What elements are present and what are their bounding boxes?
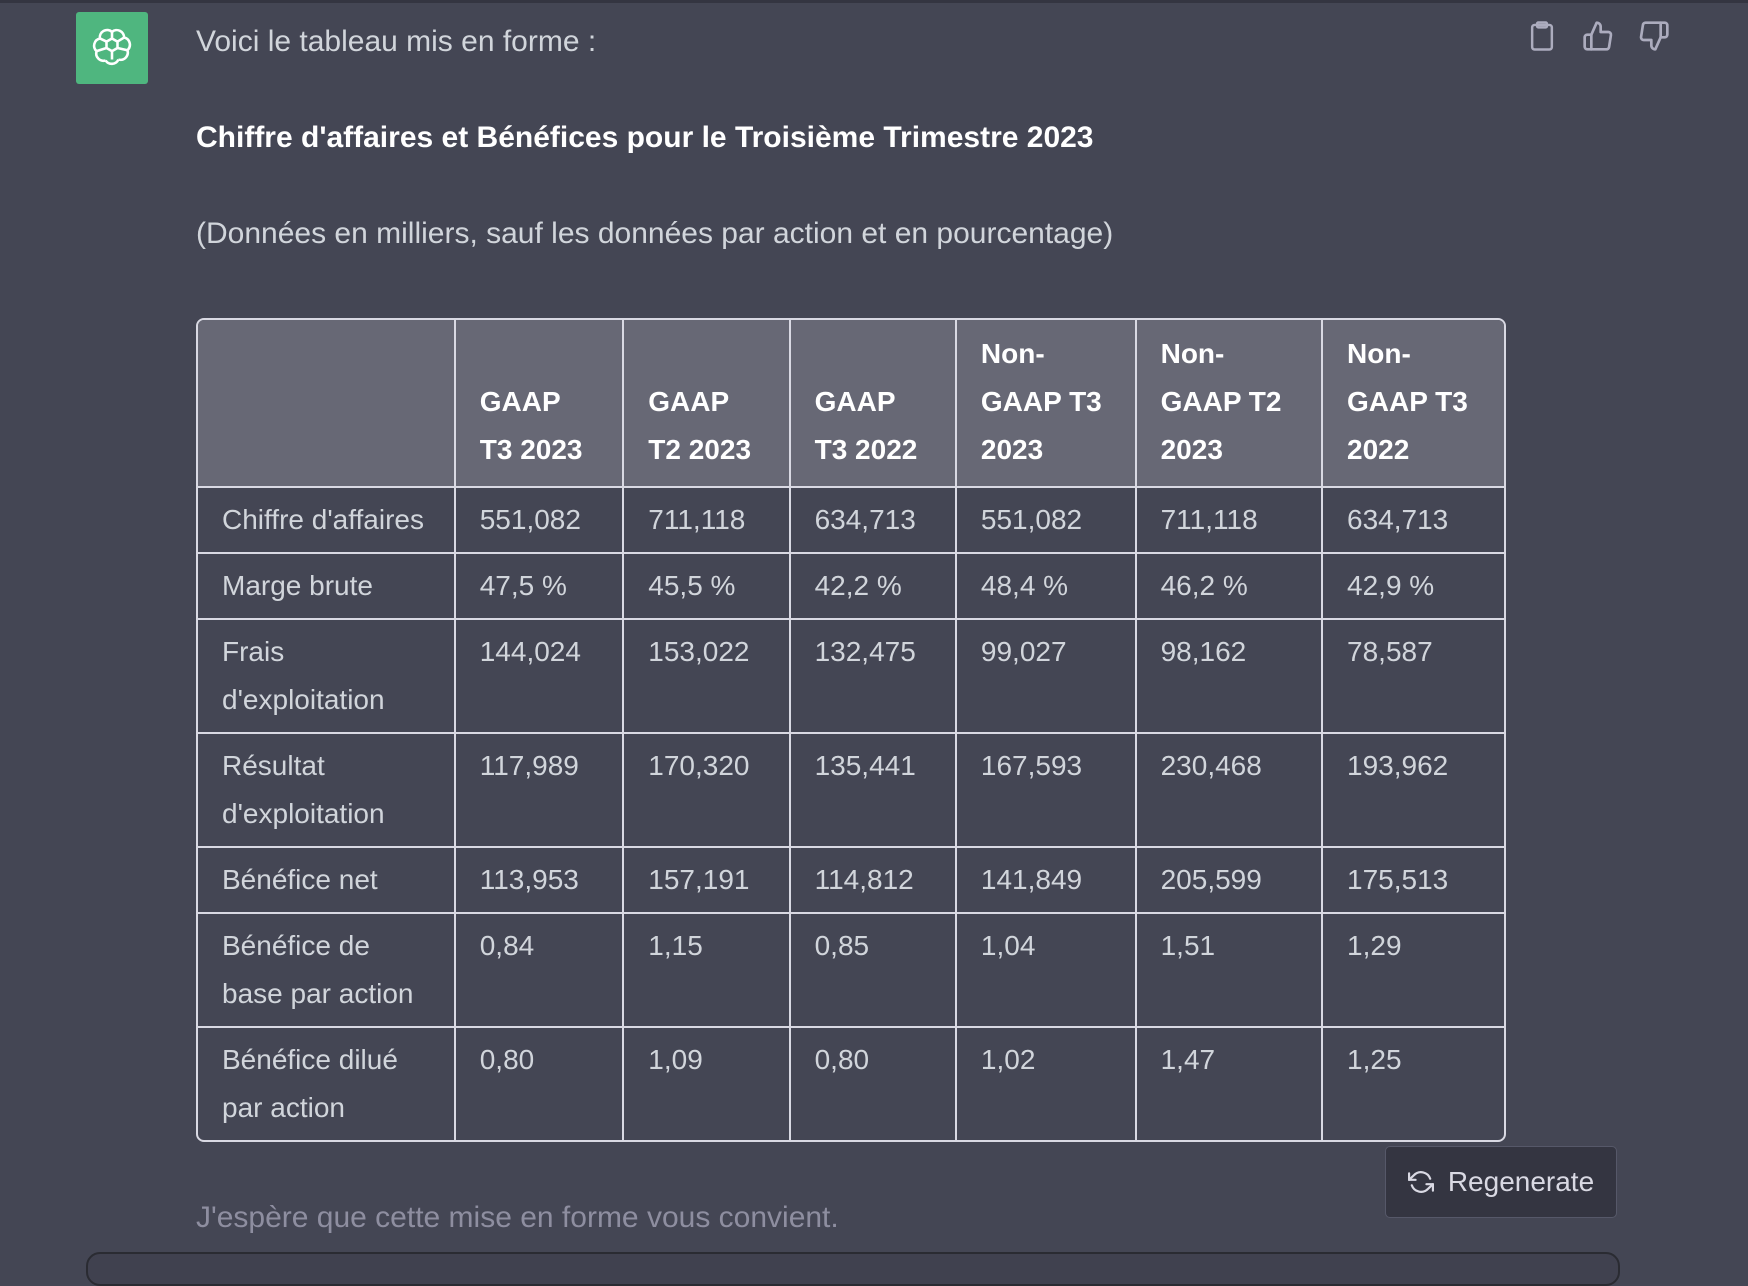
table-cell: 634,713: [788, 486, 957, 554]
table-cell: 117,989: [453, 732, 625, 848]
table-cell: 1,02: [954, 1026, 1137, 1140]
table-row: Bénéfice net 113,953 157,191 114,812 141…: [198, 846, 1504, 914]
table-cell: 153,022: [622, 618, 791, 734]
table-cell: 1,25: [1321, 1026, 1504, 1140]
table-row: Chiffre d'affaires 551,082 711,118 634,7…: [198, 486, 1504, 554]
table-header-cell: Non-GAAP T3 2023: [954, 320, 1137, 488]
thumbs-up-button[interactable]: [1580, 18, 1616, 54]
table-header-cell: Non-GAAP T3 2022: [1321, 320, 1504, 488]
refresh-icon: [1407, 1171, 1434, 1193]
financial-table-container: GAAP T3 2023 GAAP T2 2023 GAAP T3 2022 N…: [196, 318, 1506, 1142]
message-intro: Voici le tableau mis en forme :: [196, 25, 597, 58]
table-cell: 46,2 %: [1134, 552, 1324, 620]
financial-table: GAAP T3 2023 GAAP T2 2023 GAAP T3 2022 N…: [198, 320, 1504, 1140]
thumbs-down-icon: [1639, 21, 1669, 51]
table-cell: 0,80: [788, 1026, 957, 1140]
table-cell: 78,587: [1321, 618, 1504, 734]
clipboard-icon: [1530, 21, 1554, 51]
row-label: Bénéfice dilué par action: [198, 1026, 456, 1140]
table-cell: 1,15: [622, 912, 791, 1028]
table-cell: 42,2 %: [788, 552, 957, 620]
copy-button[interactable]: [1524, 18, 1560, 54]
table-cell: 711,118: [622, 486, 791, 554]
table-cell: 1,51: [1134, 912, 1324, 1028]
table-cell: 551,082: [453, 486, 625, 554]
table-cell: 205,599: [1134, 846, 1324, 914]
table-subtitle: (Données en milliers, sauf les données p…: [196, 217, 1114, 250]
table-header-cell: GAAP T3 2023: [453, 320, 625, 488]
table-row: Bénéfice de base par action 0,84 1,15 0,…: [198, 912, 1504, 1028]
row-label: Résultat d'exploitation: [198, 732, 456, 848]
table-heading: Chiffre d'affaires et Bénéfices pour le …: [196, 121, 1094, 154]
table-cell: 1,09: [622, 1026, 791, 1140]
table-cell: 175,513: [1321, 846, 1504, 914]
table-cell: 551,082: [954, 486, 1137, 554]
table-cell: 113,953: [453, 846, 625, 914]
regenerate-button[interactable]: Regenerate: [1385, 1146, 1617, 1218]
table-row: Frais d'exploitation 144,024 153,022 132…: [198, 618, 1504, 734]
message-actions: [1524, 18, 1672, 54]
table-header-cell: GAAP T3 2022: [788, 320, 957, 488]
table-row: Résultat d'exploitation 117,989 170,320 …: [198, 732, 1504, 848]
table-cell: 42,9 %: [1321, 552, 1504, 620]
table-cell: 167,593: [954, 732, 1137, 848]
table-cell: 141,849: [954, 846, 1137, 914]
table-row: Bénéfice dilué par action 0,80 1,09 0,80…: [198, 1026, 1504, 1140]
regenerate-label: Regenerate: [1447, 1166, 1595, 1197]
table-cell: 157,191: [622, 846, 791, 914]
table-header-cell: GAAP T2 2023: [622, 320, 791, 488]
top-divider: [0, 0, 1748, 3]
thumbs-up-icon: [1583, 21, 1613, 51]
table-cell: 634,713: [1321, 486, 1504, 554]
table-cell: 99,027: [954, 618, 1137, 734]
table-header-row: GAAP T3 2023 GAAP T2 2023 GAAP T3 2022 N…: [198, 320, 1504, 488]
table-cell: 47,5 %: [453, 552, 625, 620]
table-cell: 45,5 %: [622, 552, 791, 620]
table-header-cell: [198, 320, 456, 488]
assistant-message: Voici le tableau mis en forme : Chiffre …: [196, 20, 1516, 1142]
table-cell: 0,80: [453, 1026, 625, 1140]
row-label: Bénéfice de base par action: [198, 912, 456, 1028]
table-cell: 132,475: [788, 618, 957, 734]
table-cell: 114,812: [788, 846, 957, 914]
table-cell: 0,85: [788, 912, 957, 1028]
table-cell: 48,4 %: [954, 552, 1137, 620]
table-cell: 1,04: [954, 912, 1137, 1028]
table-row: Marge brute 47,5 % 45,5 % 42,2 % 48,4 % …: [198, 552, 1504, 620]
row-label: Bénéfice net: [198, 846, 456, 914]
thumbs-down-button[interactable]: [1636, 18, 1672, 54]
table-cell: 135,441: [788, 732, 957, 848]
table-cell: 193,962: [1321, 732, 1504, 848]
table-cell: 1,47: [1134, 1026, 1324, 1140]
row-label: Marge brute: [198, 552, 456, 620]
message-closing: J'espère que cette mise en forme vous co…: [196, 1201, 839, 1234]
table-cell: 230,468: [1134, 732, 1324, 848]
table-cell: 98,162: [1134, 618, 1324, 734]
row-label: Frais d'exploitation: [198, 618, 456, 734]
table-cell: 0,84: [453, 912, 625, 1028]
chat-input-edge[interactable]: [86, 1252, 1620, 1286]
table-cell: 1,29: [1321, 912, 1504, 1028]
table-cell: 711,118: [1134, 486, 1324, 554]
openai-logo-icon: [92, 28, 132, 66]
assistant-avatar: [76, 12, 148, 84]
table-cell: 144,024: [453, 618, 625, 734]
table-header-cell: Non-GAAP T2 2023: [1134, 320, 1324, 488]
table-cell: 170,320: [622, 732, 791, 848]
row-label: Chiffre d'affaires: [198, 486, 456, 554]
